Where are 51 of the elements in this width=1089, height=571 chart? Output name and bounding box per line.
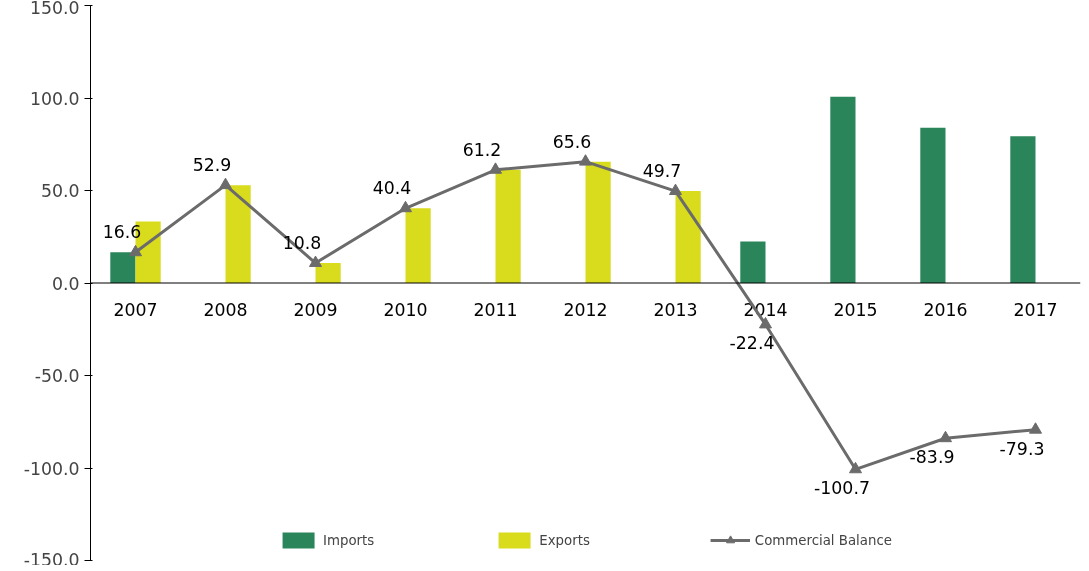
x-tick-label: 2016: [923, 300, 968, 320]
x-tick-label: 2009: [293, 300, 338, 320]
x-tick-label: 2015: [833, 300, 878, 320]
y-tick-label: 150.0: [29, 0, 80, 18]
bar: [585, 161, 611, 283]
bar: [830, 96, 856, 283]
y-tick-label: 0.0: [51, 273, 80, 294]
bar: [110, 252, 136, 283]
point: [669, 183, 682, 196]
legend-label: Exports: [539, 532, 590, 548]
point: [849, 461, 862, 474]
bar: [675, 191, 701, 283]
bar: [740, 241, 766, 283]
data-label: -79.3: [999, 438, 1045, 459]
y-tick-label: -100.0: [23, 458, 80, 479]
bar: [1010, 136, 1036, 283]
y-tick-label: 100.0: [29, 88, 80, 109]
point: [309, 255, 322, 267]
x-tick-label: 2013: [653, 300, 698, 320]
x-tick-label: 2008: [203, 300, 248, 320]
point: [579, 154, 592, 166]
bar: [225, 185, 251, 283]
point: [1029, 422, 1042, 434]
legend-label: Commercial Balance: [754, 532, 892, 548]
point: [939, 430, 952, 443]
data-label: 52.9: [192, 155, 232, 176]
point: [759, 317, 772, 329]
data-label: 61.2: [462, 139, 502, 160]
bar: [495, 169, 521, 283]
y-tick-label: -50.0: [34, 366, 80, 386]
x-tick-label: 2012: [563, 300, 608, 320]
bar: [405, 208, 431, 283]
x-tick-label: 2011: [473, 300, 518, 320]
y-tick-label: 50.0: [40, 181, 80, 201]
point: [489, 162, 502, 174]
x-tick-label: 2010: [383, 300, 428, 320]
bar: [315, 263, 341, 283]
point: [399, 200, 412, 213]
data-label: 49.7: [642, 161, 682, 182]
x-tick-label: 2007: [113, 300, 158, 320]
bar: [920, 127, 946, 283]
data-label: -22.4: [729, 333, 775, 354]
point: [219, 177, 232, 190]
x-tick-label: 2017: [1013, 300, 1058, 320]
point: [129, 244, 142, 257]
data-label: 65.6: [552, 131, 592, 152]
data-label: -100.7: [814, 478, 870, 499]
legend-label: Imports: [323, 532, 375, 548]
y-tick-label: -150.0: [23, 549, 80, 570]
data-label: 40.4: [372, 178, 412, 199]
data-label: -83.9: [909, 447, 955, 468]
